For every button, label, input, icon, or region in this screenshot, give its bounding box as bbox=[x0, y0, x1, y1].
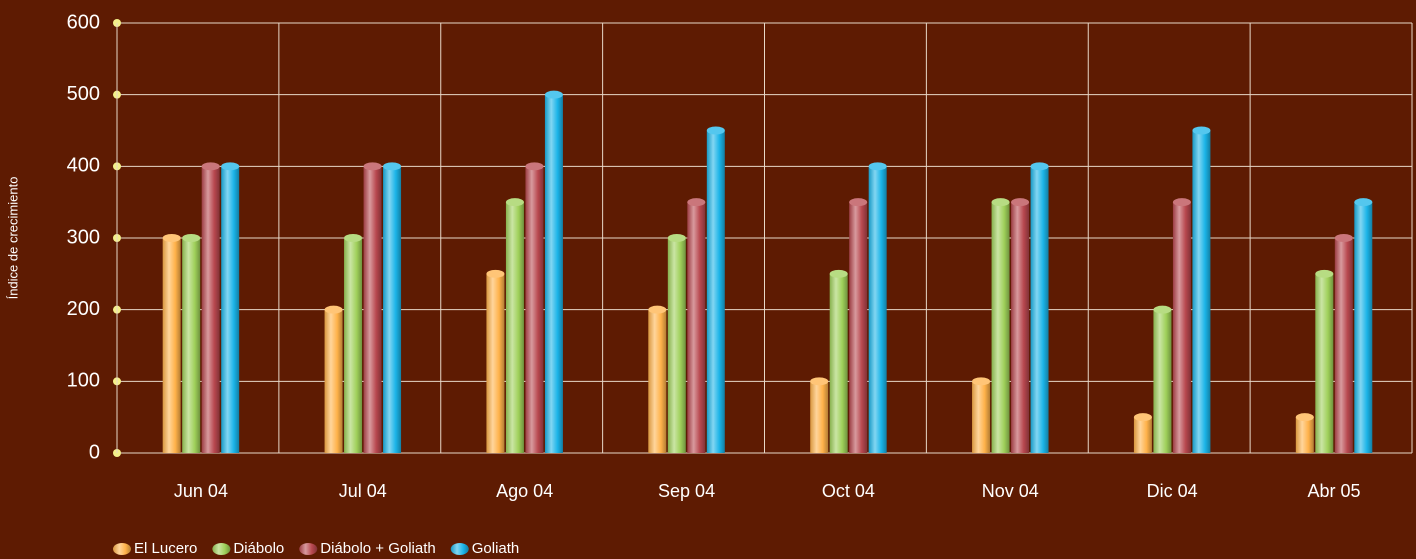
bar bbox=[505, 202, 524, 453]
bar bbox=[201, 166, 220, 454]
legend-swatch bbox=[299, 543, 318, 555]
bar-cap bbox=[706, 126, 725, 135]
bar bbox=[182, 238, 201, 453]
bar-cap bbox=[525, 162, 544, 171]
bar-cap bbox=[1315, 269, 1334, 278]
bar-cap bbox=[363, 162, 382, 171]
bar-cap bbox=[1354, 198, 1373, 207]
bar bbox=[1153, 309, 1172, 453]
legend-swatch bbox=[212, 543, 231, 555]
x-tick-label: Abr 05 bbox=[1308, 481, 1361, 501]
bar bbox=[486, 273, 505, 453]
x-tick-label: Dic 04 bbox=[1147, 481, 1198, 501]
y-tick-label: 0 bbox=[89, 441, 100, 463]
bar-cap bbox=[344, 234, 363, 242]
y-tick-label: 600 bbox=[67, 11, 100, 33]
x-tick-label: Sep 04 bbox=[658, 481, 715, 501]
bar bbox=[1295, 417, 1314, 453]
bar bbox=[525, 166, 544, 454]
legend-label: Goliath bbox=[472, 540, 520, 557]
legend-label: Diábolo bbox=[233, 540, 284, 557]
bar-cap bbox=[1334, 234, 1353, 242]
bar bbox=[544, 94, 563, 454]
bar-cap bbox=[1192, 126, 1211, 135]
bar bbox=[687, 202, 706, 453]
bar-cap bbox=[868, 162, 887, 171]
x-tick-label: Jun 04 bbox=[174, 481, 228, 501]
y-axis-label: Índice de crecimiento bbox=[5, 177, 20, 300]
legend-label: Diábolo + Goliath bbox=[320, 540, 436, 557]
y-tick-label: 500 bbox=[67, 83, 100, 105]
bar-cap bbox=[324, 305, 343, 314]
bar-cap bbox=[1295, 413, 1314, 422]
y-tick-label: 100 bbox=[67, 370, 100, 392]
bar bbox=[849, 202, 868, 453]
x-tick-label: Jul 04 bbox=[339, 481, 387, 501]
bar bbox=[706, 130, 725, 453]
bar bbox=[667, 238, 686, 453]
bar-cap bbox=[648, 305, 667, 314]
bar bbox=[1354, 202, 1373, 453]
legend-swatch bbox=[450, 543, 469, 555]
bar bbox=[991, 202, 1010, 453]
bar bbox=[648, 309, 667, 453]
bar bbox=[1133, 417, 1152, 453]
bar bbox=[810, 381, 829, 453]
bar-cap bbox=[1172, 198, 1191, 207]
x-tick-label: Oct 04 bbox=[822, 481, 875, 501]
bar-cap bbox=[201, 162, 220, 171]
bar-cap bbox=[972, 377, 991, 386]
bar-cap bbox=[667, 234, 686, 242]
bar bbox=[1192, 130, 1211, 453]
bar-cap bbox=[829, 269, 848, 278]
bar-cap bbox=[1011, 198, 1030, 207]
bar bbox=[1172, 202, 1191, 453]
bar-cap bbox=[486, 269, 505, 278]
bar-cap bbox=[810, 377, 829, 386]
y-tick-label: 200 bbox=[67, 298, 100, 320]
bar bbox=[972, 381, 991, 453]
bar bbox=[221, 166, 240, 454]
bar-cap bbox=[383, 162, 402, 171]
x-tick-label: Ago 04 bbox=[496, 481, 553, 501]
x-tick-label: Nov 04 bbox=[982, 481, 1039, 501]
bar bbox=[363, 166, 382, 454]
bar-cap bbox=[182, 234, 201, 242]
bar bbox=[1315, 273, 1334, 453]
y-tick-label: 400 bbox=[67, 155, 100, 177]
bar bbox=[829, 273, 848, 453]
bar-cap bbox=[1133, 413, 1152, 422]
bar bbox=[162, 238, 181, 453]
bar-cap bbox=[505, 198, 524, 207]
legend-swatch bbox=[113, 543, 131, 555]
bar bbox=[868, 166, 887, 454]
bar-cap bbox=[687, 198, 706, 207]
legend-label: El Lucero bbox=[134, 540, 197, 557]
bar bbox=[1334, 238, 1353, 453]
bar-cap bbox=[1030, 162, 1049, 171]
bar-cap bbox=[162, 234, 181, 242]
bar bbox=[324, 309, 343, 453]
bar-cap bbox=[221, 162, 240, 171]
bar bbox=[1030, 166, 1049, 454]
bar-cap bbox=[1153, 305, 1172, 314]
y-tick-label: 300 bbox=[67, 226, 100, 248]
bar bbox=[383, 166, 402, 454]
bar-cap bbox=[991, 198, 1010, 207]
bar-cap bbox=[544, 90, 563, 99]
bar bbox=[344, 238, 363, 453]
bar bbox=[1011, 202, 1030, 453]
bar-cap bbox=[849, 198, 868, 207]
